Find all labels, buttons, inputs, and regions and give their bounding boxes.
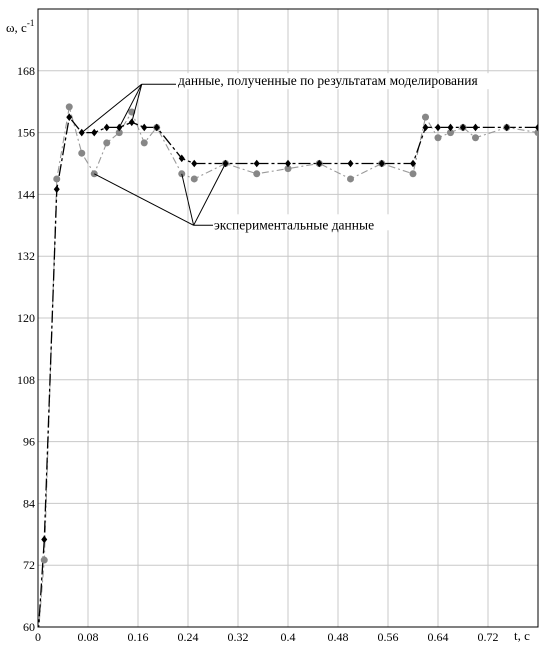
x-tick-label: 0.48 — [328, 630, 349, 644]
y-axis-title-main: ω, c — [6, 20, 27, 35]
point-simulated — [378, 159, 385, 168]
point-simulated — [422, 123, 429, 132]
point-simulated — [91, 128, 98, 137]
y-tick-label: 108 — [17, 373, 35, 387]
point-simulated — [316, 159, 323, 168]
point-simulated — [53, 185, 60, 194]
leader-line-experimental — [181, 173, 195, 226]
point-experimental — [422, 113, 429, 121]
annotations: данные, полученные по результатам модели… — [81, 73, 537, 232]
y-tick-label: 72 — [23, 558, 35, 572]
y-tick-label: 120 — [17, 311, 35, 325]
point-experimental — [190, 175, 198, 183]
leader-line-simulated — [81, 83, 143, 133]
point-experimental — [347, 175, 354, 183]
y-axis: 60 72 84 96 108 120 132 144 156 168 — [17, 64, 35, 634]
point-simulated — [178, 154, 185, 163]
grid — [38, 9, 538, 627]
x-tick-label: 0.08 — [78, 630, 99, 644]
point-simulated — [191, 159, 198, 168]
point-experimental — [472, 134, 479, 142]
point-experimental — [534, 129, 538, 137]
point-simulated — [253, 159, 260, 168]
y-tick-label: 96 — [23, 435, 35, 449]
x-tick-label: 0.72 — [478, 630, 499, 644]
y-tick-label: 168 — [17, 64, 35, 78]
point-experimental — [140, 139, 148, 147]
x-axis: 0 0.08 0.16 0.24 0.32 0.4 0.48 0.56 0.64 0.72 — [35, 630, 499, 644]
point-simulated — [153, 123, 160, 132]
annotation-label-experimental: экспериментальные данные — [214, 217, 374, 232]
point-experimental — [409, 170, 417, 178]
x-tick-label: 0.32 — [228, 630, 249, 644]
point-experimental — [447, 129, 454, 137]
point-simulated — [285, 159, 291, 168]
y-tick-label: 144 — [17, 187, 35, 201]
x-tick-label: 0.56 — [378, 630, 399, 644]
leader-line-simulated — [131, 84, 143, 123]
point-simulated — [460, 123, 466, 132]
point-simulated — [103, 123, 110, 132]
point-experimental — [78, 149, 86, 157]
point-experimental — [53, 175, 61, 183]
leader-line-simulated — [118, 83, 143, 128]
point-experimental — [253, 170, 261, 178]
point-simulated — [141, 123, 148, 132]
point-simulated — [435, 123, 441, 132]
point-experimental — [284, 165, 292, 173]
x-axis-title: t, c — [514, 628, 530, 643]
y-axis-title: ω, c-1 — [6, 18, 34, 35]
point-simulated — [535, 123, 538, 132]
annotation-label-background — [176, 73, 537, 90]
point-simulated — [503, 123, 510, 132]
point-experimental — [65, 103, 73, 111]
leader-line-experimental — [94, 173, 194, 226]
point-simulated — [66, 113, 73, 121]
y-tick-label: 132 — [17, 249, 35, 263]
x-tick-label: 0.64 — [428, 630, 449, 644]
x-tick-label: 0 — [35, 630, 41, 644]
plot-area — [37, 8, 539, 628]
x-tick-label: 0.16 — [128, 630, 149, 644]
y-tick-label: 60 — [23, 620, 35, 634]
annotation-label-simulated: данные, полученные по результатам модели… — [178, 73, 478, 88]
point-simulated — [410, 159, 416, 168]
y-tick-label: 84 — [23, 496, 35, 510]
point-simulated — [472, 123, 479, 132]
y-axis-title-superscript: -1 — [27, 18, 35, 28]
point-simulated — [41, 535, 48, 544]
x-tick-label: 0.24 — [178, 630, 199, 644]
point-simulated — [347, 159, 354, 168]
y-tick-label: 156 — [17, 126, 35, 140]
point-experimental — [40, 556, 48, 564]
point-experimental — [434, 134, 442, 142]
x-tick-label: 0.4 — [281, 630, 296, 644]
point-experimental — [115, 129, 123, 137]
leader-line-experimental — [193, 163, 226, 226]
point-simulated — [447, 123, 454, 132]
point-experimental — [103, 139, 111, 147]
annotation-label-background — [213, 214, 409, 231]
plot-border — [37, 8, 539, 628]
